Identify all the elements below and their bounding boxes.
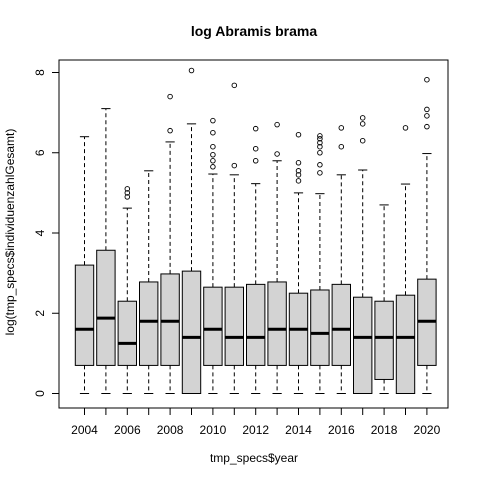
outlier-point (210, 143, 216, 150)
x-tick-label: 2020 (414, 423, 441, 437)
box-2019 (395, 125, 416, 395)
outlier-point (210, 158, 216, 164)
outlier-point (252, 158, 259, 164)
box-2018 (374, 204, 394, 394)
outlier-point (124, 186, 131, 192)
outlier-point (317, 139, 323, 146)
box-2015 (310, 133, 330, 394)
x-tick-label: 2010 (200, 423, 227, 437)
chart-title: log Abramis brama (191, 23, 318, 39)
x-tick-label: 2008 (157, 423, 184, 437)
iqr-box (117, 300, 137, 366)
outlier-point (210, 129, 216, 136)
box-2004 (74, 136, 95, 394)
iqr-box (395, 294, 416, 395)
outlier-point (317, 162, 323, 168)
iqr-box (203, 286, 223, 366)
outlier-point (402, 125, 409, 131)
iqr-box (246, 283, 266, 366)
y-tick-label: 2 (33, 310, 47, 317)
outlier-point (210, 152, 216, 158)
outlier-point (295, 168, 302, 174)
y-tick-label: 8 (33, 69, 47, 76)
iqr-box (353, 296, 373, 395)
outlier-point (167, 93, 173, 100)
outlier-point (424, 106, 430, 113)
iqr-box (267, 281, 287, 366)
outlier-point (317, 135, 323, 142)
x-tick-label: 2012 (242, 423, 269, 437)
outlier-point (167, 127, 173, 134)
box-2007 (139, 170, 159, 394)
iqr-box (224, 286, 245, 366)
outlier-point (295, 160, 302, 166)
iqr-box (74, 264, 95, 366)
outlier-point (210, 164, 216, 170)
y-tick-label: 0 (33, 390, 47, 397)
outlier-point (317, 143, 323, 150)
iqr-box (139, 281, 159, 366)
iqr-box (96, 249, 116, 366)
x-tick-label: 2016 (328, 423, 355, 437)
box-2013 (267, 121, 287, 394)
box-2020 (417, 76, 437, 394)
box-2014 (288, 131, 309, 394)
outlier-point (252, 125, 259, 132)
box-2011 (224, 82, 245, 394)
outlier-point (188, 67, 195, 74)
outlier-point (295, 178, 302, 184)
y-axis-label: log(tmp_specs$individuenzahlGesamt) (3, 129, 17, 336)
x-tick-label: 2014 (285, 423, 312, 437)
outlier-point (124, 194, 131, 200)
outlier-point (338, 143, 345, 150)
outlier-point (295, 172, 302, 178)
iqr-box (331, 283, 352, 366)
outlier-point (359, 115, 366, 121)
outlier-point (231, 82, 238, 89)
box-2006 (117, 186, 137, 394)
iqr-box (374, 300, 394, 380)
outlier-point (274, 121, 280, 128)
y-tick-label: 4 (33, 229, 47, 236)
outlier-point (295, 131, 302, 138)
outlier-point (317, 170, 323, 176)
outlier-point (231, 162, 238, 169)
outlier-point (317, 149, 323, 156)
outlier-point (424, 113, 430, 119)
x-tick-label: 2018 (371, 423, 398, 437)
outlier-point (317, 133, 323, 139)
box-2008 (160, 93, 180, 394)
boxes-layer (74, 67, 437, 395)
outlier-point (274, 151, 280, 157)
box-2005 (96, 108, 116, 394)
outlier-point (210, 117, 216, 124)
outlier-point (252, 145, 259, 152)
x-axis: 2004 2006 2008 2010 2012 2014 2016 2018 2020 (71, 407, 441, 437)
box-2010 (203, 117, 223, 394)
y-tick-label: 6 (33, 149, 47, 156)
box-2017 (353, 115, 373, 395)
outlier-point (338, 125, 345, 131)
iqr-box (181, 270, 202, 394)
x-tick-label: 2006 (114, 423, 141, 437)
outlier-point (424, 123, 430, 130)
y-axis: 0 2 4 6 8 (33, 69, 60, 397)
x-axis-label: tmp_specs$year (210, 451, 298, 465)
outlier-point (124, 190, 131, 196)
box-2016 (331, 125, 352, 394)
iqr-box (310, 289, 330, 366)
box-2009 (181, 67, 202, 394)
box-2012 (246, 125, 266, 394)
outlier-point (359, 121, 366, 127)
outlier-point (424, 76, 430, 83)
iqr-box (160, 273, 180, 366)
x-tick-label: 2004 (71, 423, 98, 437)
outlier-point (359, 137, 366, 144)
